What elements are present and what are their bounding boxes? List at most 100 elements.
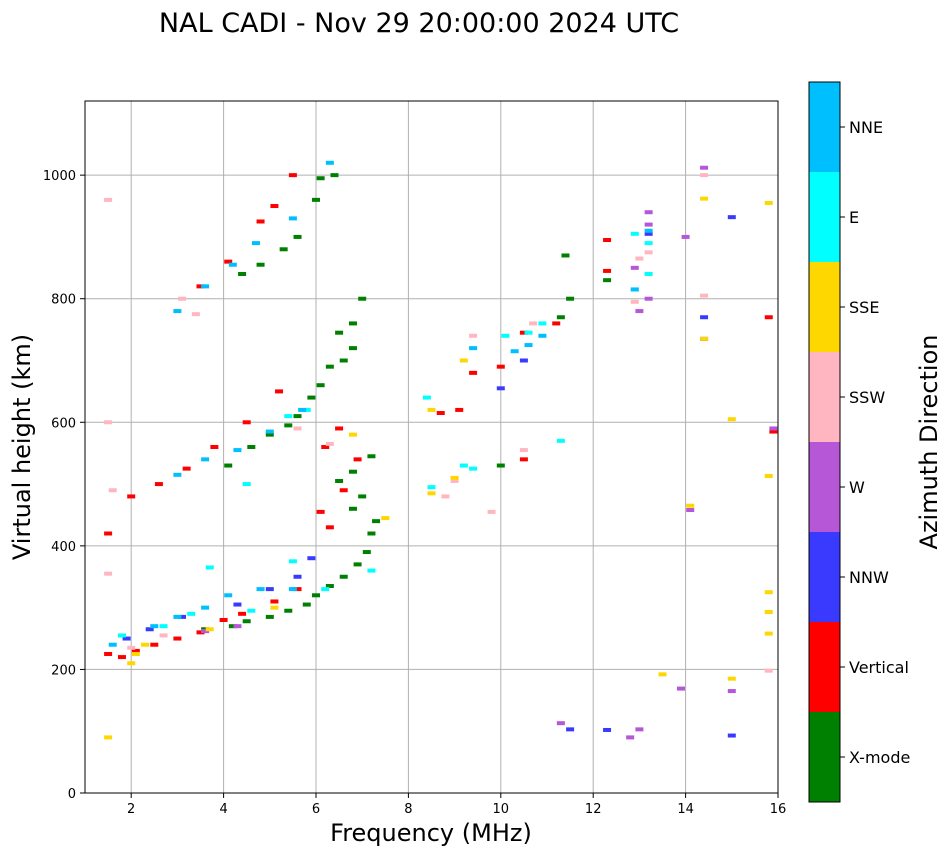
data-point — [233, 448, 242, 453]
data-point — [302, 602, 311, 607]
data-point — [293, 574, 302, 579]
data-point — [339, 358, 348, 363]
data-point — [201, 284, 210, 289]
data-point — [496, 463, 505, 468]
data-point — [353, 562, 362, 567]
data-point — [210, 445, 219, 449]
data-point — [519, 358, 528, 363]
data-point — [191, 312, 200, 317]
colorbar-frame — [808, 81, 841, 803]
data-point — [173, 309, 182, 314]
data-point — [131, 648, 140, 653]
data-point — [644, 296, 653, 301]
data-point — [630, 287, 639, 292]
colorbar-segment — [809, 532, 840, 622]
data-point — [307, 556, 316, 561]
plot-frame — [84, 100, 779, 794]
data-point — [288, 559, 297, 564]
data-point — [270, 605, 279, 610]
data-point — [219, 618, 228, 622]
data-point — [700, 165, 709, 170]
data-point — [242, 420, 251, 425]
x-axis-label: Frequency (MHz) — [330, 819, 532, 847]
data-point — [339, 574, 348, 579]
colorbar-segment — [809, 262, 840, 352]
data-point — [510, 349, 519, 354]
data-point — [358, 296, 367, 301]
data-point — [626, 735, 635, 740]
data-point — [422, 395, 431, 400]
data-point — [644, 231, 653, 236]
data-point — [658, 672, 667, 677]
data-point — [284, 414, 293, 419]
data-point — [224, 463, 233, 468]
colorbar-segment — [809, 622, 840, 712]
data-point — [159, 633, 168, 638]
data-point — [727, 215, 736, 220]
data-point — [348, 321, 357, 326]
colorbar-tick-label: NNE — [849, 118, 883, 137]
data-point — [173, 636, 182, 641]
data-point — [201, 457, 210, 462]
data-point — [228, 262, 237, 267]
data-point — [321, 587, 330, 592]
data-point — [372, 519, 381, 524]
data-point — [381, 516, 390, 521]
data-point — [519, 330, 528, 335]
data-point — [150, 624, 159, 629]
colorbar-segment — [809, 172, 840, 262]
data-point — [150, 642, 159, 647]
data-point — [644, 222, 653, 227]
data-point — [727, 733, 736, 738]
data-point — [436, 411, 445, 416]
data-point — [764, 631, 773, 636]
data-point — [362, 550, 371, 555]
data-point — [316, 509, 325, 514]
series-x-mode — [201, 173, 612, 632]
data-point — [700, 315, 709, 320]
data-point — [335, 426, 344, 431]
data-point — [108, 488, 117, 493]
data-point — [293, 414, 302, 419]
data-point — [727, 689, 736, 694]
data-point — [566, 296, 575, 301]
series-e — [117, 231, 653, 638]
data-point — [524, 330, 533, 335]
data-point — [275, 389, 284, 394]
colorbar-segment — [809, 442, 840, 532]
data-point — [335, 478, 344, 483]
data-point — [339, 488, 348, 493]
data-point — [603, 278, 612, 283]
data-point — [154, 482, 163, 487]
data-point — [270, 599, 279, 604]
data-point — [233, 624, 242, 629]
data-point — [122, 636, 131, 641]
y-tick-label: 200 — [51, 663, 76, 678]
data-point — [764, 200, 773, 205]
data-point — [108, 642, 117, 647]
data-point — [635, 256, 644, 261]
data-point — [321, 445, 330, 449]
data-point — [367, 454, 376, 459]
data-point — [228, 624, 237, 629]
series-ssw — [104, 173, 773, 673]
data-point — [265, 429, 274, 434]
data-point — [284, 423, 293, 428]
data-point — [117, 655, 126, 660]
series-w — [201, 165, 778, 740]
data-point — [233, 602, 242, 607]
data-point — [178, 296, 187, 301]
colorbar-tick-label: E — [849, 208, 859, 227]
data-point — [104, 571, 113, 576]
data-point — [469, 370, 478, 375]
data-point — [104, 197, 113, 202]
data-point — [630, 231, 639, 236]
data-point — [496, 386, 505, 391]
data-point — [441, 494, 450, 499]
data-point — [487, 509, 496, 514]
data-point — [529, 321, 538, 326]
data-point — [312, 197, 320, 202]
data-point — [265, 432, 274, 437]
data-point — [104, 420, 113, 425]
